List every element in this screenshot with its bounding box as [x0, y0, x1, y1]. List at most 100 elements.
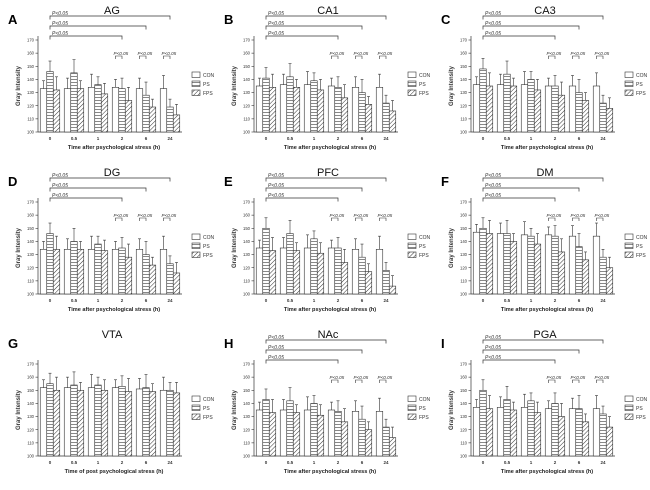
- bar-fps: [148, 106, 157, 133]
- legend-label-ps: PS: [203, 244, 210, 250]
- x-tick-label: 0.5: [71, 460, 78, 465]
- pair-bracket: [139, 55, 147, 59]
- pair-bracket: [331, 217, 339, 221]
- legend-swatch-con: [624, 395, 634, 402]
- bar-fps: [533, 412, 542, 457]
- legend-label-con: CON: [636, 73, 648, 79]
- legend-label-con: CON: [203, 73, 215, 79]
- x-tick-label: 0.5: [71, 136, 78, 141]
- y-tick-label: 100: [460, 454, 468, 459]
- legend-label-fps: FPS: [636, 415, 646, 421]
- y-tick-label: 110: [460, 278, 467, 283]
- bar-con: [520, 234, 529, 295]
- y-tick-label: 150: [243, 226, 251, 231]
- y-tick-label: 170: [460, 38, 468, 43]
- significance-label: P<0.05: [485, 11, 501, 17]
- bar-con: [568, 235, 577, 295]
- bar-fps: [100, 389, 109, 457]
- bar-ps: [310, 403, 318, 457]
- bar-fps: [485, 233, 494, 295]
- bar-ps: [479, 227, 487, 295]
- x-tick-label: 0: [49, 460, 52, 465]
- x-tick-label: 24: [167, 136, 173, 141]
- bar-con: [375, 249, 384, 295]
- legend-label-con: CON: [419, 397, 431, 403]
- legend-label-ps: PS: [419, 244, 426, 250]
- significance-bracket: [482, 35, 556, 40]
- legend-label-fps: FPS: [203, 253, 213, 259]
- y-tick-label: 140: [243, 77, 251, 82]
- legend-swatch-fps: [407, 89, 417, 96]
- legend-label-fps: FPS: [636, 253, 646, 259]
- y-tick-label: 130: [243, 90, 251, 95]
- bar-fps: [268, 412, 277, 457]
- panel-letter: B: [224, 12, 233, 27]
- pair-bracket-label: P<0.05: [547, 51, 562, 56]
- bar-ps: [166, 389, 174, 457]
- bar-fps: [172, 392, 181, 457]
- y-tick-label: 100: [243, 130, 251, 135]
- bar-ps: [551, 235, 559, 295]
- panel-title: CA1: [317, 5, 338, 17]
- x-tick-label: 24: [600, 460, 606, 465]
- y-tick-label: 140: [27, 77, 35, 82]
- significance-bracket: [265, 187, 363, 192]
- y-tick-label: 170: [27, 362, 35, 367]
- bar-fps: [509, 409, 518, 457]
- x-tick-label: 6: [145, 460, 148, 465]
- bar-ps: [94, 243, 102, 295]
- significance-bracket: [265, 25, 363, 30]
- pair-bracket-label: P<0.05: [547, 213, 562, 218]
- bar-ps: [382, 102, 390, 133]
- pair-bracket-label: P<0.05: [571, 213, 586, 218]
- y-tick-label: 160: [460, 51, 468, 56]
- bar-con: [87, 387, 96, 457]
- bar-ps: [94, 384, 102, 457]
- y-axis-label: Gray Intensity: [449, 389, 455, 430]
- legend-swatch-fps: [624, 89, 634, 96]
- significance-bracket: [49, 177, 171, 182]
- y-tick-label: 140: [460, 239, 468, 244]
- y-tick-label: 150: [460, 226, 468, 231]
- y-tick-label: 110: [243, 116, 250, 121]
- y-tick-label: 160: [243, 375, 251, 380]
- panel-letter: E: [224, 174, 233, 189]
- x-tick-label: 1: [97, 298, 100, 303]
- bar-con: [255, 85, 264, 133]
- legend-label-con: CON: [203, 235, 215, 241]
- bar-con: [111, 87, 120, 133]
- bar-con: [303, 84, 312, 133]
- pair-bracket: [355, 217, 363, 221]
- significance-label: P<0.05: [268, 173, 284, 179]
- y-tick-label: 150: [243, 64, 251, 69]
- y-tick-label: 150: [243, 388, 251, 393]
- x-tick-label: 0: [482, 460, 485, 465]
- bar-con: [544, 408, 553, 457]
- bar-fps: [268, 87, 277, 133]
- bar-con: [592, 408, 601, 457]
- x-tick-label: 1: [313, 298, 316, 303]
- bar-con: [63, 249, 72, 295]
- significance-label: P<0.05: [52, 193, 68, 199]
- pair-bracket-label: P<0.05: [114, 213, 129, 218]
- y-tick-label: 120: [27, 265, 35, 270]
- significance-bracket: [49, 35, 123, 40]
- x-tick-label: 0: [482, 298, 485, 303]
- x-tick-label: 2: [337, 136, 340, 141]
- x-tick-label: 2: [337, 298, 340, 303]
- legend-swatch-ps: [624, 404, 634, 411]
- legend-label-con: CON: [419, 235, 431, 241]
- bar-con: [87, 249, 96, 295]
- bar-fps: [581, 421, 590, 457]
- bar-fps: [388, 110, 397, 133]
- x-tick-label: 24: [600, 136, 606, 141]
- y-tick-label: 110: [460, 440, 467, 445]
- panel-letter: C: [441, 12, 451, 27]
- y-tick-label: 100: [27, 292, 35, 297]
- bar-con: [544, 85, 553, 133]
- x-tick-label: 0: [482, 136, 485, 141]
- x-axis-label: Time after psychological stress (h): [68, 307, 160, 313]
